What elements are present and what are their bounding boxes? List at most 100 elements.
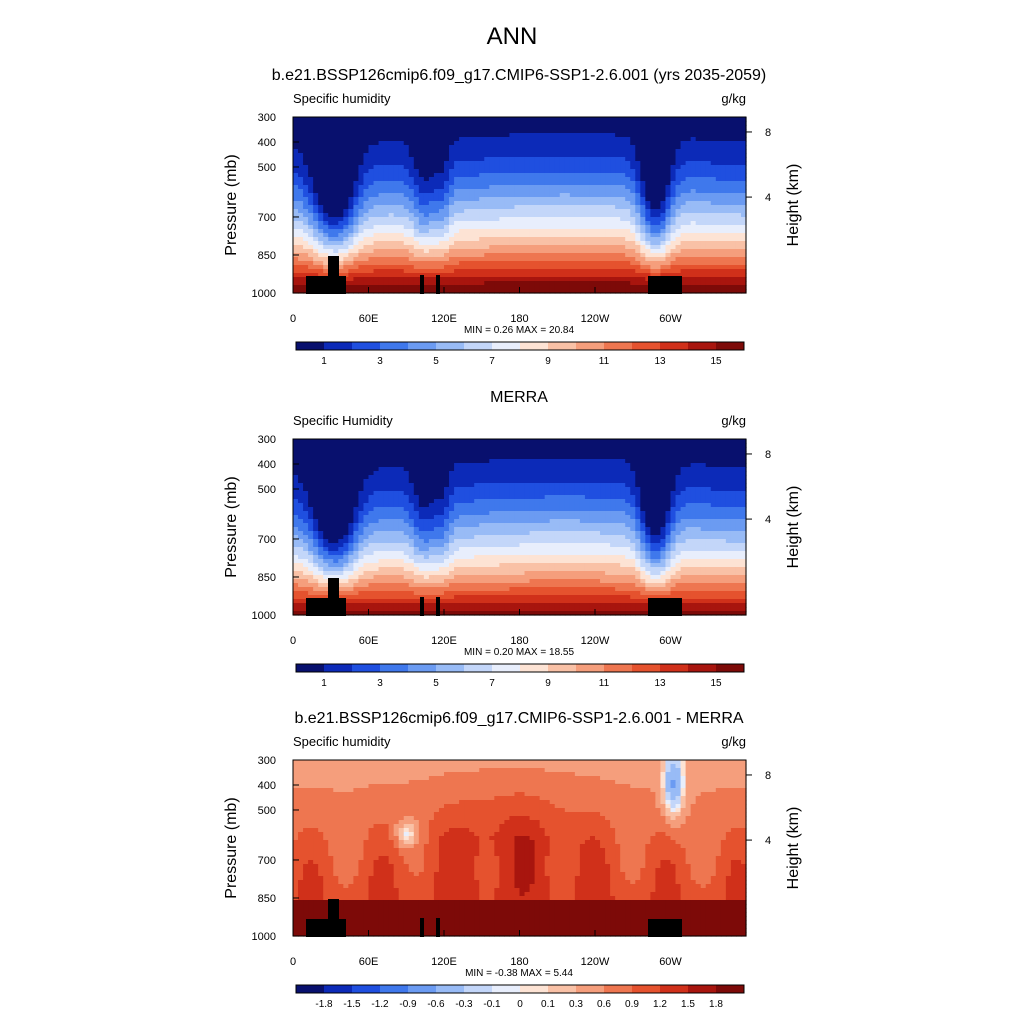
right-tick-label: 8 — [765, 127, 771, 139]
colorbar-label: -1.2 — [371, 999, 389, 1010]
units-label: g/kg — [721, 734, 746, 749]
colorbar-box — [604, 342, 633, 350]
colorbar-box — [576, 342, 605, 350]
panel-title: b.e21.BSSP126cmip6.f09_g17.CMIP6-SSP1-2.… — [272, 67, 767, 84]
colorbar-label: 9 — [545, 356, 551, 367]
panel-title: b.e21.BSSP126cmip6.f09_g17.CMIP6-SSP1-2.… — [294, 710, 743, 727]
colorbar-label: 9 — [545, 678, 551, 689]
x-tick-label: 0 — [290, 635, 296, 647]
colorbar-label: -0.9 — [399, 999, 417, 1010]
colorbar-box — [660, 342, 689, 350]
colorbar-box — [660, 985, 689, 993]
colorbar-label: 7 — [489, 678, 495, 689]
panel-title: MERRA — [490, 389, 548, 406]
right-axis-label: Height (km) — [785, 164, 802, 247]
y-tick-label: 500 — [258, 484, 276, 496]
colorbar-label: 0.6 — [597, 999, 611, 1010]
colorbar-box — [492, 664, 521, 672]
colorbar-box — [408, 985, 437, 993]
colorbar-box — [380, 664, 409, 672]
y-tick-label: 850 — [258, 893, 276, 905]
x-tick-label: 120W — [581, 956, 610, 968]
right-tick-label: 4 — [765, 514, 771, 526]
colorbar-label: -0.1 — [483, 999, 501, 1010]
colorbar-label: 1.5 — [681, 999, 695, 1010]
y-tick-label: 700 — [258, 855, 276, 867]
colorbar-box — [464, 664, 493, 672]
colorbar: -1.8 -1.5 -1.2 -0.9 -0.6 -0.3 -0.1 0 0.1 0.3 0.6 0.… — [295, 984, 745, 1010]
colorbar-box — [604, 985, 633, 993]
min-max-stats: MIN = 0.26 MAX = 20.84 — [464, 325, 574, 336]
units-label: g/kg — [721, 413, 746, 428]
colorbar-box — [436, 342, 465, 350]
colorbar-label: 7 — [489, 356, 495, 367]
x-tick-label: 180 — [510, 635, 528, 647]
x-tick-label: 60E — [359, 635, 379, 647]
colorbar-box — [464, 342, 493, 350]
y-tick-label: 300 — [258, 112, 276, 124]
colorbar: 1 3 5 7 9 11 13 15 — [295, 341, 745, 367]
colorbar-label: -1.5 — [343, 999, 361, 1010]
colorbar-frame — [295, 341, 745, 351]
x-tick-label: 120W — [581, 313, 610, 325]
colorbar-box — [716, 342, 745, 350]
colorbar-label: 5 — [433, 678, 439, 689]
colorbar-frame — [295, 663, 745, 673]
colorbar-box — [520, 985, 549, 993]
colorbar-box — [632, 342, 661, 350]
colorbar-box — [604, 664, 633, 672]
colorbar-box — [380, 342, 409, 350]
colorbar-box — [632, 985, 661, 993]
colorbar-box — [492, 985, 521, 993]
variable-label: Specific humidity — [293, 734, 391, 749]
colorbar-box — [520, 342, 549, 350]
colorbar-box — [576, 985, 605, 993]
y-tick-label: 850 — [258, 572, 276, 584]
colorbar-box — [296, 664, 325, 672]
colorbar-label: 13 — [654, 678, 666, 689]
colorbar-box — [380, 985, 409, 993]
units-label: g/kg — [721, 91, 746, 106]
colorbar-box — [324, 342, 353, 350]
colorbar-label: 11 — [599, 678, 610, 689]
y-tick-label: 1000 — [252, 610, 276, 622]
y-tick-label: 300 — [258, 755, 276, 767]
x-tick-label: 60E — [359, 956, 379, 968]
colorbar-box — [352, 985, 381, 993]
y-axis-label: Pressure (mb) — [223, 154, 240, 255]
colorbar-label: 3 — [377, 678, 383, 689]
min-max-stats: MIN = -0.38 MAX = 5.44 — [465, 968, 573, 979]
right-tick-label: 4 — [765, 835, 771, 847]
colorbar-box — [352, 342, 381, 350]
colorbar-box — [296, 985, 325, 993]
colorbar-box — [548, 985, 577, 993]
right-tick-label: 8 — [765, 770, 771, 782]
colorbar-label: 0.3 — [569, 999, 583, 1010]
y-axis-label: Pressure (mb) — [223, 797, 240, 898]
colorbar-box — [548, 664, 577, 672]
y-axis-label: Pressure (mb) — [223, 476, 240, 577]
y-tick-label: 300 — [258, 434, 276, 446]
colorbar-label: 15 — [710, 678, 722, 689]
y-tick-label: 400 — [258, 459, 276, 471]
colorbar-box — [576, 664, 605, 672]
right-tick-label: 4 — [765, 192, 771, 204]
panels: b.e21.BSSP126cmip6.f09_g17.CMIP6-SSP1-2.… — [223, 67, 802, 1010]
terrain-mask — [306, 578, 682, 616]
terrain-mask — [306, 256, 682, 294]
x-tick-label: 60W — [659, 635, 682, 647]
y-tick-label: 1000 — [252, 931, 276, 943]
y-tick-label: 700 — [258, 534, 276, 546]
colorbar-label: -0.6 — [427, 999, 445, 1010]
terrain-mask — [306, 899, 682, 937]
contour-field — [293, 439, 747, 616]
y-tick-label: 850 — [258, 250, 276, 262]
x-tick-label: 120E — [431, 313, 457, 325]
colorbar-label: 13 — [654, 356, 666, 367]
colorbar-label: 1 — [321, 678, 327, 689]
variable-label: Specific humidity — [293, 91, 391, 106]
colorbar-label: 15 — [710, 356, 722, 367]
colorbar-box — [688, 985, 717, 993]
colorbar-label: 5 — [433, 356, 439, 367]
